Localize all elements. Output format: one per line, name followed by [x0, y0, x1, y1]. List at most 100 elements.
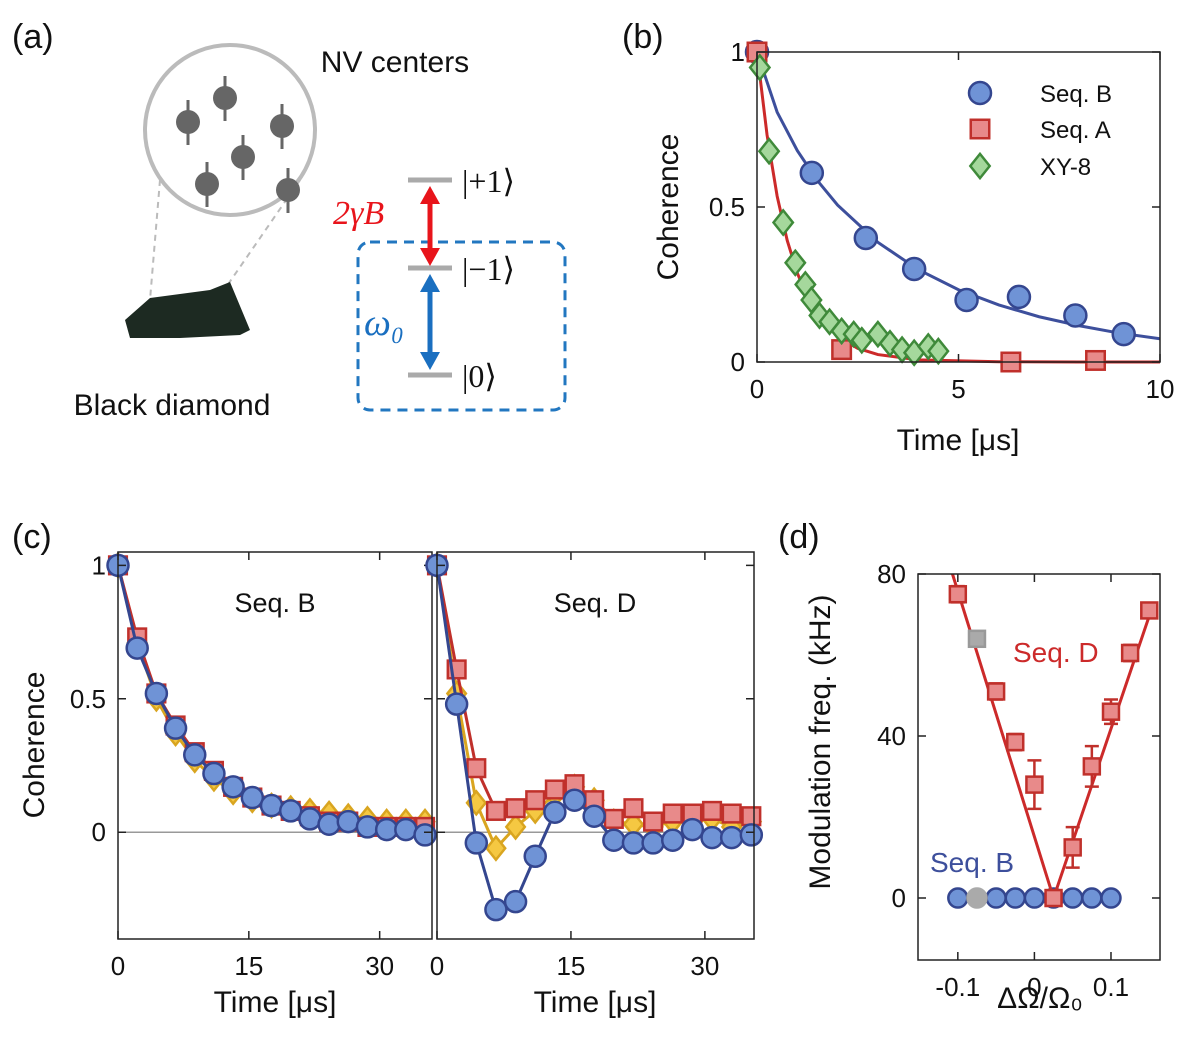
marker [317, 812, 341, 836]
marker [485, 834, 507, 862]
x-axis-label: Time [μs] [897, 424, 1020, 457]
annotation: Seq. D [1013, 637, 1099, 668]
y-tick-label: 1 [92, 550, 106, 580]
diamond-crystal [125, 282, 250, 338]
marker [927, 337, 950, 366]
marker [947, 887, 969, 909]
arrow-head [420, 352, 440, 370]
marker [719, 825, 744, 850]
marker [374, 817, 399, 842]
marker [336, 809, 361, 834]
marker [1101, 702, 1121, 721]
marker [202, 761, 226, 786]
y-tick-label: 0 [731, 347, 745, 377]
arrow-head [420, 274, 440, 292]
nv-label: NV centers [321, 46, 469, 79]
marker [784, 248, 807, 277]
marker [623, 798, 644, 819]
x-tick-label: -0.1 [935, 972, 980, 1002]
marker [144, 681, 169, 706]
x-tick-label: 15 [556, 951, 585, 981]
dashed-box [356, 240, 567, 412]
marker [1082, 757, 1102, 776]
marker [818, 307, 841, 336]
plot-area [118, 552, 432, 939]
marker [1085, 349, 1107, 371]
marker [464, 831, 489, 855]
level-label: |0⟩ [462, 358, 497, 394]
marker [1023, 887, 1046, 909]
y-tick-label: 1 [731, 37, 745, 67]
marker [544, 779, 565, 800]
axes-box [917, 573, 1161, 961]
marker [662, 803, 683, 824]
marker [1140, 601, 1159, 620]
y-tick-label: 0.5 [70, 684, 106, 714]
marker [660, 828, 685, 852]
marker [1111, 321, 1136, 347]
axes-box [117, 551, 433, 940]
panel-title: Seq. D [554, 588, 637, 618]
marker [643, 811, 664, 832]
marker [1100, 887, 1122, 909]
panel-label: (b) [622, 18, 664, 56]
marker [1063, 303, 1088, 328]
marker [444, 692, 469, 716]
level-label: |−1⟩ [462, 251, 515, 287]
x-tick-label: 30 [690, 951, 719, 981]
arrow-head [420, 248, 440, 266]
marker [543, 800, 567, 824]
marker [484, 897, 508, 922]
marker [278, 799, 303, 823]
zoom-line [149, 179, 161, 301]
x-tick-label: 15 [234, 951, 263, 981]
x-tick-label: 5 [951, 374, 965, 404]
zoom-circle [143, 43, 317, 217]
marker [485, 800, 507, 821]
marker [603, 808, 624, 829]
y-tick-label: 0.5 [709, 192, 745, 222]
levels [408, 177, 452, 378]
marker [505, 798, 526, 819]
marker [582, 804, 606, 828]
marker [741, 806, 762, 827]
marker [748, 53, 772, 82]
x-tick-label: 0 [430, 951, 444, 981]
marker [1081, 887, 1103, 909]
marker [1006, 732, 1025, 752]
x-axis-label: Time [μs] [534, 986, 657, 1019]
marker [240, 785, 265, 810]
marker [183, 743, 207, 767]
marker [901, 256, 927, 282]
annotation: Seq. B [930, 847, 1014, 878]
x-tick-label: 0 [750, 374, 764, 404]
omega-label: ω₀ [364, 302, 404, 344]
marker [602, 828, 626, 852]
marker [1120, 643, 1140, 663]
panel-a: (a) NV centers Black diamond 2γB ω₀ |+1⟩… [12, 18, 567, 422]
marker [259, 793, 284, 818]
marker [1004, 887, 1027, 909]
marker [621, 831, 646, 855]
y-axis-label: Coherence [18, 672, 51, 819]
axes-box [436, 551, 755, 940]
x-tick-label: 0.1 [1093, 972, 1129, 1002]
panel-label: (c) [12, 518, 52, 556]
marker [700, 825, 724, 850]
marker [1025, 775, 1044, 794]
marker [739, 823, 764, 847]
level-label: |+1⟩ [462, 163, 515, 199]
marker [1063, 838, 1082, 857]
y-tick-label: 80 [877, 559, 906, 589]
marker [1044, 888, 1063, 908]
legend-label: XY-8 [1040, 154, 1091, 181]
marker [954, 287, 979, 313]
marker [525, 790, 546, 811]
marker [298, 807, 322, 831]
x-tick-label: 0 [111, 951, 125, 981]
marker [355, 815, 380, 839]
marker [853, 225, 879, 251]
marker [523, 844, 547, 869]
panel-title: Seq. B [234, 588, 315, 618]
